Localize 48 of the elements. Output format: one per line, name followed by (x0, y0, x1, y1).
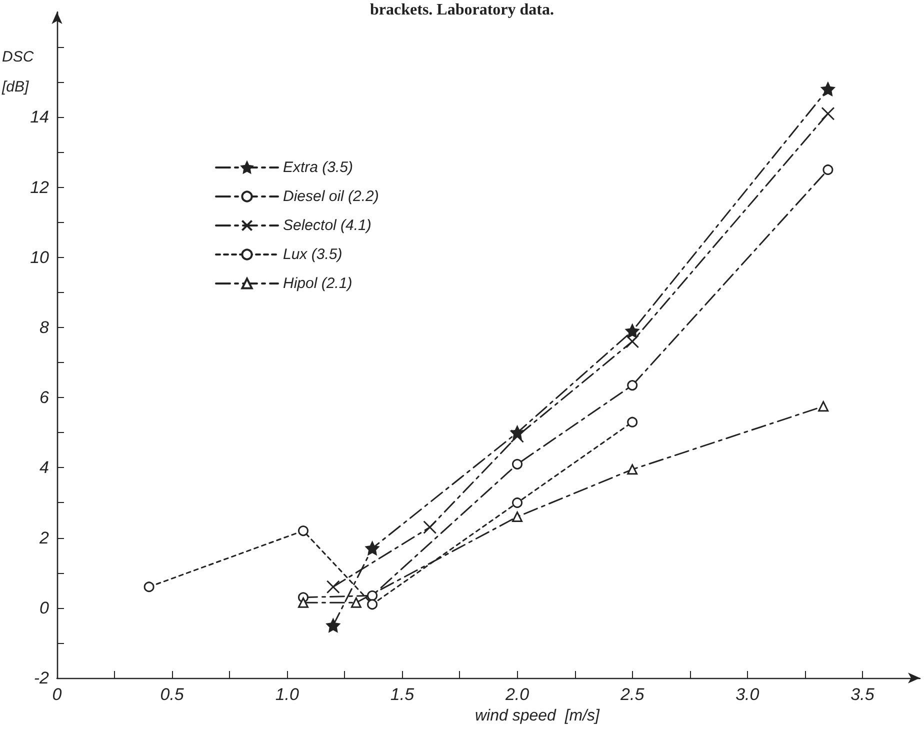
y-tick-label: -2 (34, 668, 50, 688)
legend-label: Diesel oil (2.2) (283, 188, 379, 205)
legend-label: Lux (3.5) (283, 246, 342, 263)
point (626, 324, 640, 338)
point (626, 334, 640, 348)
point (512, 512, 523, 522)
x-tick-label: 2.0 (504, 685, 530, 704)
point (366, 542, 380, 556)
point (144, 582, 154, 592)
legend-label: Extra (3.5) (283, 159, 354, 176)
point (367, 599, 378, 610)
point (512, 497, 523, 508)
point (512, 458, 523, 470)
point (326, 580, 340, 594)
x-tick-label: 3.0 (736, 685, 760, 704)
point (298, 526, 308, 536)
point (510, 429, 524, 443)
point (298, 597, 308, 608)
x-tick-label: 0.5 (160, 685, 184, 704)
y-tick-label: 10 (30, 248, 50, 267)
annotation: brackets. Laboratory data. (370, 2, 554, 18)
x-tick-label: 0 (52, 685, 62, 704)
point (423, 520, 437, 534)
y-tick-label: 4 (40, 458, 49, 478)
point (627, 416, 638, 428)
point (821, 106, 835, 120)
y-tick-label: 14 (30, 108, 49, 127)
x-tick-label: 2.5 (620, 685, 645, 704)
y-tick-label: 0 (40, 598, 50, 618)
y-tick-label: 12 (30, 178, 50, 197)
point (627, 464, 638, 475)
x-tick-label: 1.5 (390, 685, 415, 704)
point (326, 618, 340, 632)
x-tick-label: 1.0 (275, 685, 300, 704)
y-tick-label: 6 (40, 388, 50, 408)
legend-label: Selectol (4.1) (283, 217, 372, 234)
point (818, 401, 829, 412)
point (821, 82, 835, 96)
point (822, 164, 834, 175)
x-tick-label: 3.5 (850, 685, 875, 704)
y-axis-title: DSC [dB] (1, 48, 34, 96)
x-axis-title: wind speed [m/s] (475, 708, 600, 724)
point (627, 380, 638, 391)
point (367, 590, 378, 601)
y-tick-label: 2 (38, 528, 50, 548)
legend-label: Hipol (2.1) (283, 275, 352, 292)
y-tick-label: 8 (40, 318, 50, 337)
point (350, 597, 362, 608)
